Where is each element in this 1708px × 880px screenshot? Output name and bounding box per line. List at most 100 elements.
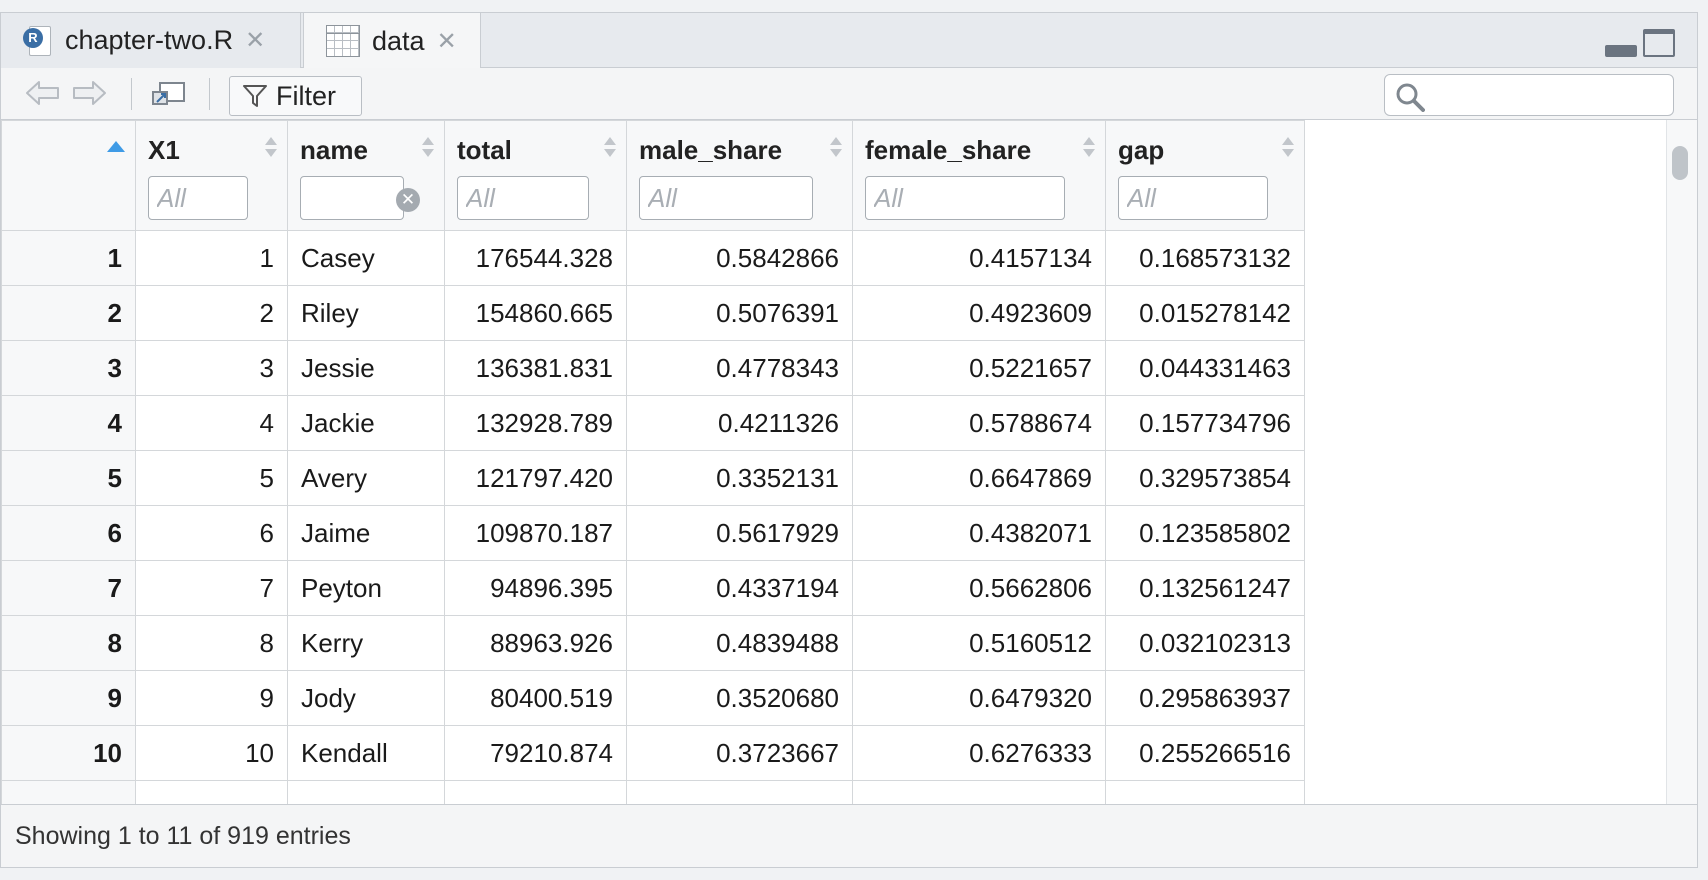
search-icon <box>1396 83 1425 112</box>
column-filter-total[interactable] <box>457 176 589 220</box>
sort-icon[interactable] <box>830 137 842 159</box>
cell-female-share: 0.5160512 <box>852 615 1106 671</box>
cell-total: 132928.789 <box>444 395 627 451</box>
partial-cell <box>852 780 1106 804</box>
toolbar-divider <box>131 78 132 110</box>
partial-cell <box>626 780 853 804</box>
sort-icon[interactable] <box>265 137 277 159</box>
close-icon[interactable]: ✕ <box>436 27 457 55</box>
cell-gap: 0.032102313 <box>1105 615 1305 671</box>
cell-gap: 0.255266516 <box>1105 725 1305 781</box>
cell-total: 121797.420 <box>444 450 627 506</box>
sort-ascending-icon <box>107 141 125 152</box>
cell-female-share: 0.4923609 <box>852 285 1106 341</box>
column-header-total[interactable]: total <box>444 120 627 231</box>
cell-name: Peyton <box>287 560 445 616</box>
cell-total: 80400.519 <box>444 670 627 726</box>
filter-button[interactable]: Filter <box>229 76 362 116</box>
partial-cell <box>135 780 288 804</box>
forward-arrow-icon[interactable] <box>71 80 107 106</box>
table-row[interactable]: 3 3 Jessie 136381.831 0.4778343 0.5221657 0.04… <box>1 340 1305 396</box>
maximize-icon[interactable] <box>1643 29 1675 57</box>
column-filter-wrapper: ✕ <box>300 176 432 220</box>
row-number: 8 <box>1 615 136 671</box>
column-label: female_share <box>865 135 1032 165</box>
column-filter-gap[interactable] <box>1118 176 1268 220</box>
cell-female-share: 0.4157134 <box>852 230 1106 286</box>
search-box[interactable] <box>1384 74 1674 116</box>
cell-name: Jessie <box>287 340 445 396</box>
cell-male-share: 0.3520680 <box>626 670 853 726</box>
column-filter-female-share[interactable] <box>865 176 1065 220</box>
sort-icon[interactable] <box>1083 137 1095 159</box>
back-arrow-icon[interactable] <box>25 80 61 106</box>
table-row[interactable]: 1 1 Casey 176544.328 0.5842866 0.4157134 0.168… <box>1 230 1305 286</box>
table-row[interactable]: 9 9 Jody 80400.519 0.3520680 0.6479320 0.29586… <box>1 670 1305 726</box>
cell-gap: 0.157734796 <box>1105 395 1305 451</box>
cell-name: Kerry <box>287 615 445 671</box>
cell-female-share: 0.5221657 <box>852 340 1106 396</box>
data-table: X1 name ✕ total <box>1 120 1305 804</box>
data-grid-icon <box>326 25 360 57</box>
table-row[interactable]: 8 8 Kerry 88963.926 0.4839488 0.5160512 0.0321… <box>1 615 1305 671</box>
cell-x1: 9 <box>135 670 288 726</box>
vertical-scrollbar[interactable] <box>1666 120 1697 804</box>
cell-x1: 6 <box>135 505 288 561</box>
close-icon[interactable]: ✕ <box>245 27 266 54</box>
tab-chapter-two[interactable]: R chapter-two.R ✕ <box>1 13 301 68</box>
table-row[interactable]: 10 10 Kendall 79210.874 0.3723667 0.6276333 0.… <box>1 725 1305 781</box>
table-row[interactable]: 7 7 Peyton 94896.395 0.4337194 0.5662806 0.132… <box>1 560 1305 616</box>
tab-data[interactable]: data ✕ <box>303 13 481 69</box>
clear-filter-icon[interactable]: ✕ <box>396 188 420 212</box>
cell-x1: 10 <box>135 725 288 781</box>
table-row[interactable]: 5 5 Avery 121797.420 0.3352131 0.6647869 0.329… <box>1 450 1305 506</box>
column-filter-x1[interactable] <box>148 176 248 220</box>
cell-name: Jaime <box>287 505 445 561</box>
sort-icon[interactable] <box>422 137 434 159</box>
table-row[interactable]: 6 6 Jaime 109870.187 0.5617929 0.4382071 0.123… <box>1 505 1305 561</box>
sort-icon[interactable] <box>604 137 616 159</box>
column-header-female-share[interactable]: female_share <box>852 120 1106 231</box>
show-in-new-window-icon[interactable] <box>151 80 187 108</box>
table-row-partial <box>1 780 1305 804</box>
cell-total: 88963.926 <box>444 615 627 671</box>
row-number-header[interactable] <box>1 120 136 231</box>
cell-total: 109870.187 <box>444 505 627 561</box>
table-footer: Showing 1 to 11 of 919 entries <box>1 804 1697 867</box>
filter-label: Filter <box>276 80 336 111</box>
cell-name: Riley <box>287 285 445 341</box>
minimize-icon[interactable] <box>1605 45 1637 57</box>
column-label: male_share <box>639 135 783 165</box>
sort-icon[interactable] <box>1282 137 1294 159</box>
cell-name: Jody <box>287 670 445 726</box>
cell-total: 154860.665 <box>444 285 627 341</box>
cell-total: 176544.328 <box>444 230 627 286</box>
column-filter-male-share[interactable] <box>639 176 813 220</box>
search-input[interactable] <box>1429 79 1669 113</box>
column-header-gap[interactable]: gap <box>1105 120 1305 231</box>
cell-total: 136381.831 <box>444 340 627 396</box>
cell-female-share: 0.5662806 <box>852 560 1106 616</box>
cell-gap: 0.123585802 <box>1105 505 1305 561</box>
cell-gap: 0.044331463 <box>1105 340 1305 396</box>
cell-male-share: 0.4839488 <box>626 615 853 671</box>
column-filter-name[interactable] <box>300 176 404 220</box>
cell-gap: 0.132561247 <box>1105 560 1305 616</box>
row-number: 10 <box>1 725 136 781</box>
cell-male-share: 0.5076391 <box>626 285 853 341</box>
row-number: 2 <box>1 285 136 341</box>
table-row[interactable]: 4 4 Jackie 132928.789 0.4211326 0.5788674 0.15… <box>1 395 1305 451</box>
cell-name: Casey <box>287 230 445 286</box>
table-row[interactable]: 2 2 Riley 154860.665 0.5076391 0.4923609 0.015… <box>1 285 1305 341</box>
funnel-icon <box>243 85 267 107</box>
row-number: 1 <box>1 230 136 286</box>
scrollbar-thumb[interactable] <box>1672 146 1688 180</box>
column-header-x1[interactable]: X1 <box>135 120 288 231</box>
editor-tab-bar: R chapter-two.R ✕ data ✕ <box>1 13 1697 69</box>
cell-total: 79210.874 <box>444 725 627 781</box>
cell-male-share: 0.4211326 <box>626 395 853 451</box>
column-header-male-share[interactable]: male_share <box>626 120 853 231</box>
cell-female-share: 0.6647869 <box>852 450 1106 506</box>
column-header-name[interactable]: name ✕ <box>287 120 445 231</box>
column-label: gap <box>1118 135 1165 165</box>
